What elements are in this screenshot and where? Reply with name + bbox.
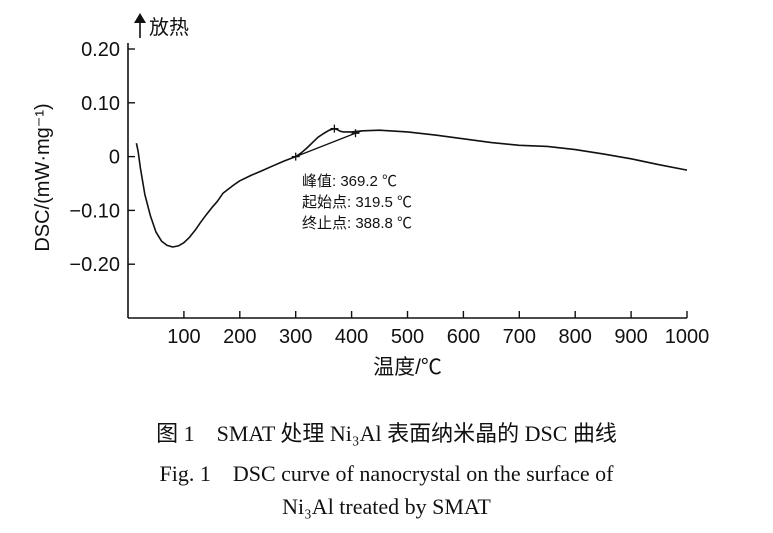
- y-axis: 0.20 0.10 0 −0.10 −0.20: [69, 39, 135, 276]
- x-tick-label: 400: [335, 326, 368, 348]
- plot-frame: [127, 43, 687, 319]
- x-tick-label: 900: [614, 326, 647, 348]
- baseline-line: [295, 130, 362, 158]
- x-axis-title: 温度/℃: [373, 356, 442, 379]
- x-tick-label: 100: [167, 326, 200, 348]
- x-tick-label: 600: [447, 326, 480, 348]
- dsc-chart: 0.20 0.10 0 −0.10 −0.20 100 200 300 400 500 600 70…: [32, 13, 709, 379]
- caption-chinese: 图 1 SMAT 处理 Ni₃Al 表面纳米晶的 DSC 曲线: [156, 421, 617, 446]
- exotherm-label: 放热: [149, 16, 189, 39]
- y-tick-label: −0.10: [69, 200, 120, 222]
- y-tick-label: 0.10: [81, 93, 120, 115]
- x-axis: 100 200 300 400 500 600 700 800 900 1000: [167, 311, 709, 348]
- series-group: [135, 124, 688, 248]
- annotations-group: 峰值: 369.2 ℃ 起始点: 319.5 ℃ 终止点: 388.8 ℃: [302, 173, 412, 232]
- exotherm-arrow-head: [134, 13, 146, 23]
- y-tick-label: −0.20: [69, 254, 120, 276]
- x-tick-label: 300: [279, 326, 312, 348]
- x-tick-label: 800: [559, 326, 592, 348]
- x-tick-label: 700: [503, 326, 536, 348]
- annotation-text: 终止点: 388.8 ℃: [302, 215, 412, 232]
- axis-labels: 温度/℃ DSC/(mW·mg⁻¹) 放热: [32, 13, 442, 379]
- caption-english-line1: Fig. 1 DSC curve of nanocrystal on the s…: [159, 461, 614, 486]
- x-tick-label: 200: [223, 326, 256, 348]
- annotation-text: 峰值: 369.2 ℃: [302, 173, 397, 190]
- x-tick-label: 1000: [665, 326, 710, 348]
- annotation-text: 起始点: 319.5 ℃: [302, 194, 412, 211]
- y-tick-label: 0.20: [81, 39, 120, 61]
- y-axis-title: DSC/(mW·mg⁻¹): [32, 103, 54, 251]
- x-tick-label: 500: [391, 326, 424, 348]
- caption-english-line2: Ni₃Al treated by SMAT: [282, 494, 491, 519]
- y-tick-label: 0: [109, 147, 120, 169]
